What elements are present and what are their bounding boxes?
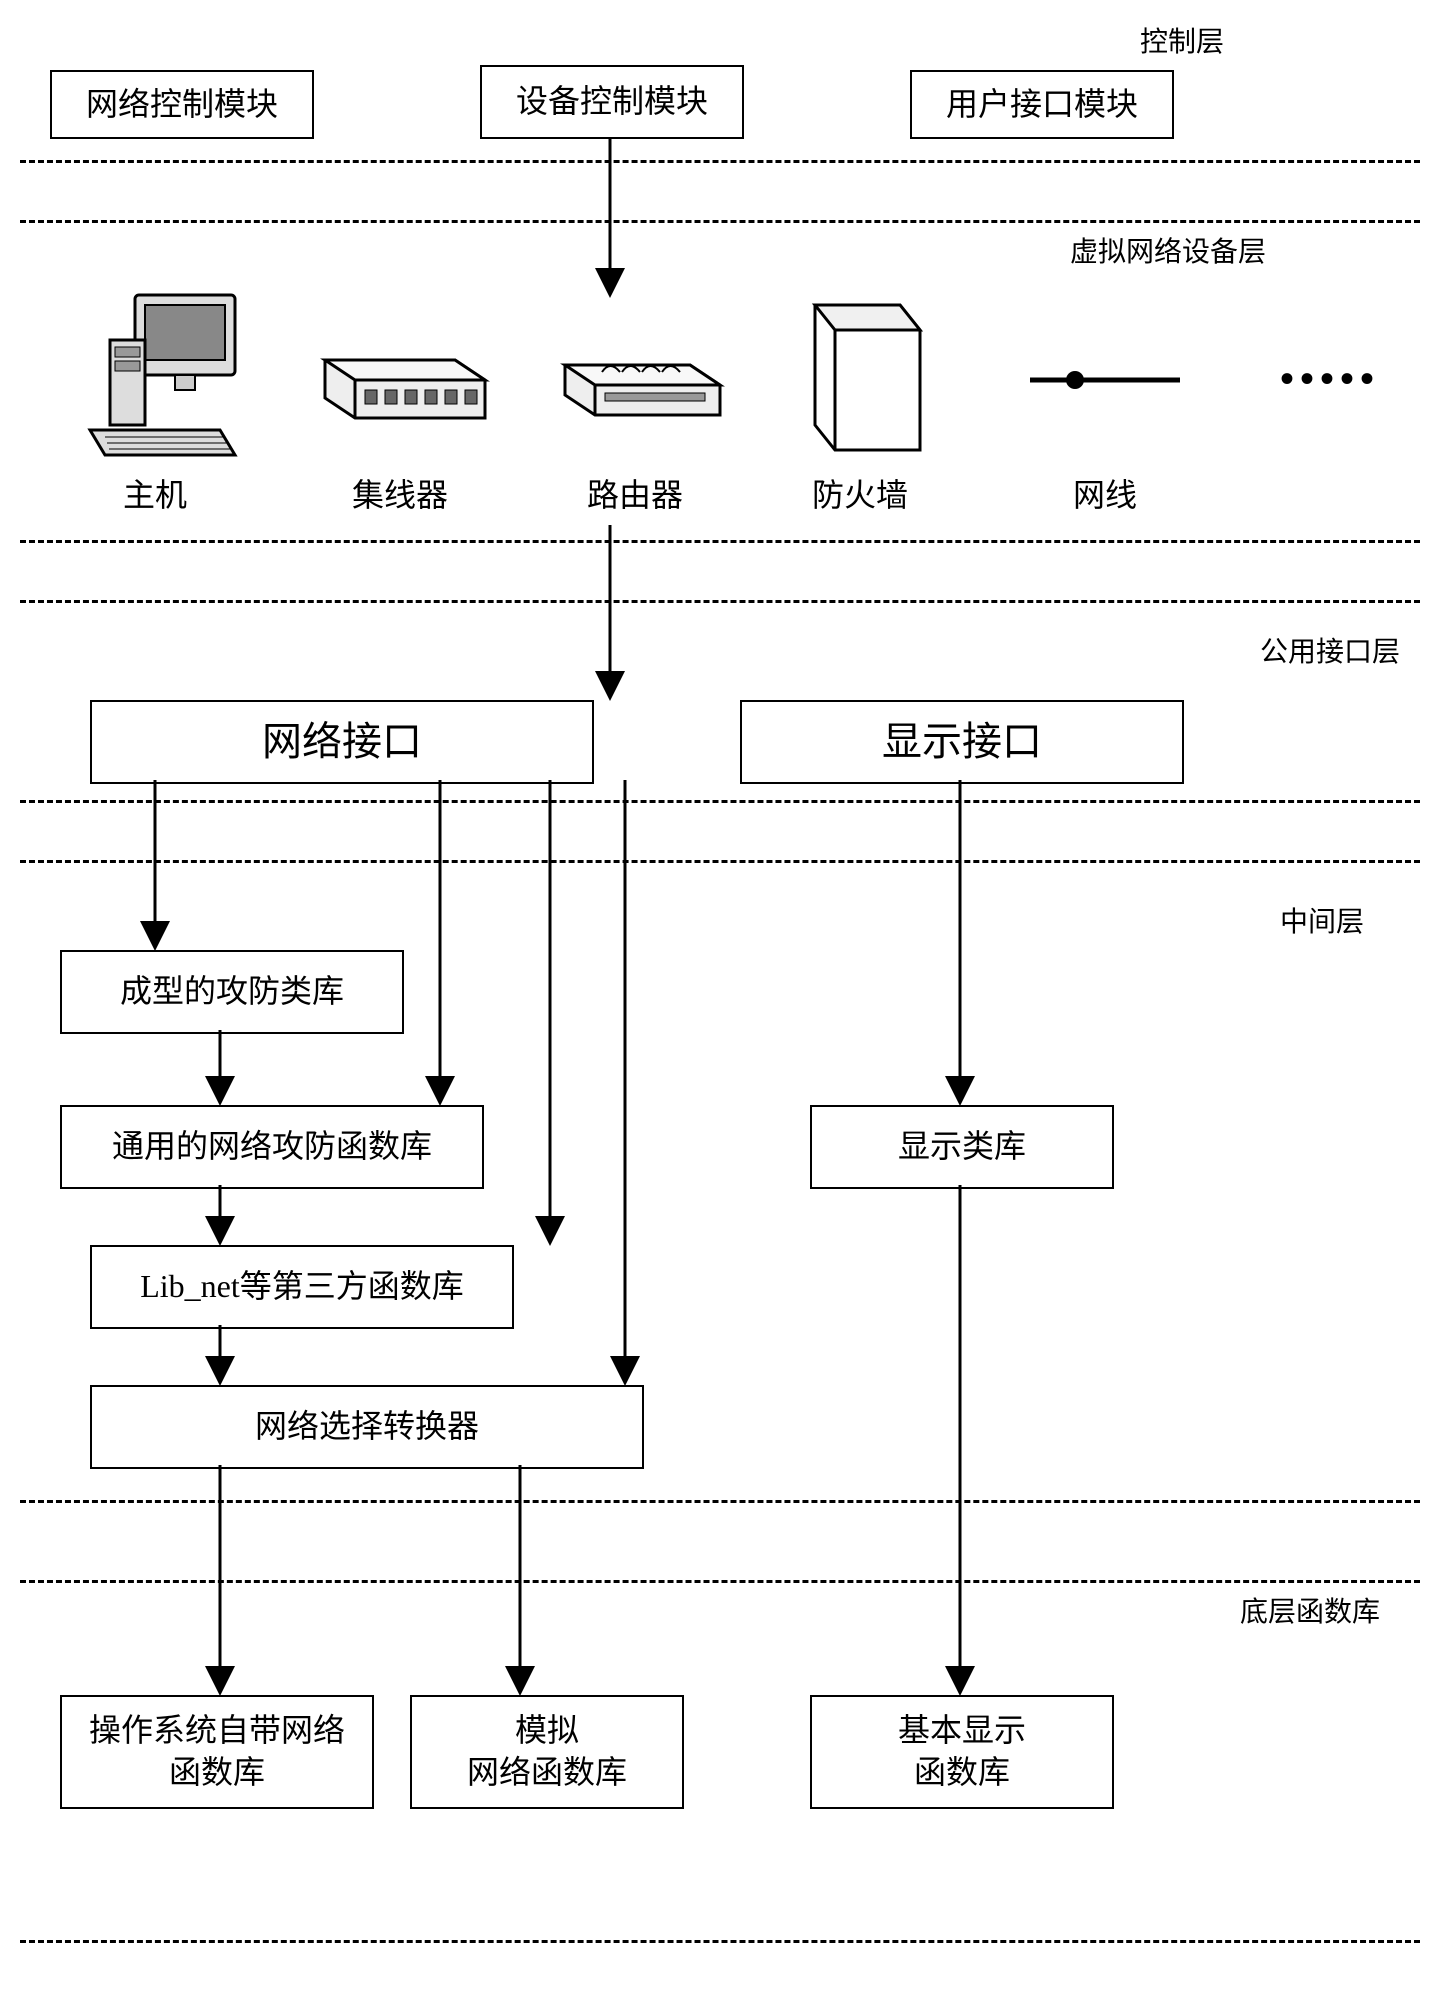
box-line2: 网络函数库 bbox=[467, 1752, 627, 1794]
divider bbox=[20, 860, 1420, 863]
box-user-interface: 用户接口模块 bbox=[910, 70, 1174, 139]
firewall-icon bbox=[790, 290, 930, 465]
divider bbox=[20, 160, 1420, 163]
divider bbox=[20, 540, 1420, 543]
box-line2: 函数库 bbox=[914, 1752, 1010, 1794]
box-network-selector: 网络选择转换器 bbox=[90, 1385, 644, 1469]
dots-icon: ••••• bbox=[1280, 355, 1380, 402]
cable-label: 网线 bbox=[1065, 470, 1145, 516]
hub-icon bbox=[310, 330, 495, 435]
router-label: 路由器 bbox=[580, 470, 690, 516]
layer-label-control: 控制层 bbox=[1140, 20, 1224, 60]
box-simulate-network-lib: 模拟 网络函数库 bbox=[410, 1695, 684, 1809]
box-line1: 基本显示 bbox=[898, 1710, 1026, 1752]
cable-icon bbox=[1020, 360, 1190, 405]
box-network-interface: 网络接口 bbox=[90, 700, 594, 784]
layer-label-virtual-device: 虚拟网络设备层 bbox=[1070, 230, 1266, 270]
divider bbox=[20, 1500, 1420, 1503]
box-device-control: 设备控制模块 bbox=[480, 65, 744, 139]
divider bbox=[20, 1940, 1420, 1943]
box-line1: 模拟 bbox=[515, 1710, 579, 1752]
box-display-lib: 显示类库 bbox=[810, 1105, 1114, 1189]
layer-label-public-interface: 公用接口层 bbox=[1260, 630, 1400, 670]
box-network-control: 网络控制模块 bbox=[50, 70, 314, 139]
divider bbox=[20, 600, 1420, 603]
box-line2: 函数库 bbox=[169, 1752, 265, 1794]
host-icon bbox=[80, 285, 250, 465]
layer-label-middle: 中间层 bbox=[1280, 900, 1364, 940]
box-general-attack-defense: 通用的网络攻防函数库 bbox=[60, 1105, 484, 1189]
layer-label-bottom-lib: 底层函数库 bbox=[1240, 1590, 1380, 1630]
box-basic-display-lib: 基本显示 函数库 bbox=[810, 1695, 1114, 1809]
box-os-network-lib: 操作系统自带网络 函数库 bbox=[60, 1695, 374, 1809]
divider bbox=[20, 1580, 1420, 1583]
divider bbox=[20, 220, 1420, 223]
firewall-label: 防火墙 bbox=[805, 470, 915, 516]
box-libnet: Lib_net等第三方函数库 bbox=[90, 1245, 514, 1329]
router-icon bbox=[550, 330, 730, 435]
system-architecture-diagram: 控制层 虚拟网络设备层 公用接口层 中间层 底层函数库 网络控制模块 设备控制模… bbox=[20, 20, 1420, 1960]
box-line1: 操作系统自带网络 bbox=[89, 1710, 345, 1752]
divider bbox=[20, 800, 1420, 803]
box-attack-defense-lib: 成型的攻防类库 bbox=[60, 950, 404, 1034]
box-display-interface: 显示接口 bbox=[740, 700, 1184, 784]
host-label: 主机 bbox=[115, 470, 195, 516]
hub-label: 集线器 bbox=[350, 470, 450, 516]
